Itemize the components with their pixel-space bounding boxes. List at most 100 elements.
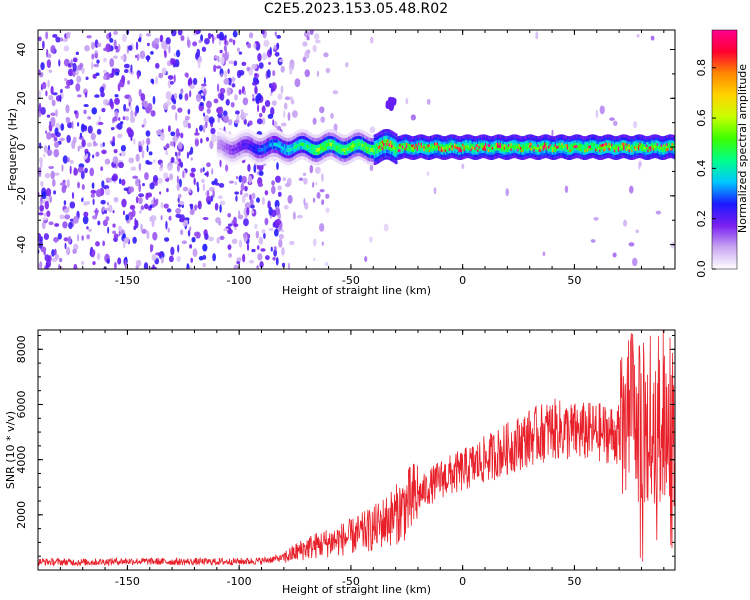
heatmap-cell	[115, 48, 120, 53]
heatmap-cell	[399, 151, 402, 155]
heatmap-cell	[218, 182, 225, 188]
heatmap-cell	[415, 145, 418, 149]
heatmap-cell	[301, 149, 304, 153]
heatmap-cell	[277, 93, 283, 100]
heatmap-cell	[638, 160, 642, 167]
heatmap-cell	[348, 136, 351, 140]
heatmap-cell	[289, 67, 293, 75]
heatmap-cell	[651, 147, 654, 151]
heatmap-cell	[615, 154, 618, 158]
heatmap-cell	[621, 147, 625, 151]
heatmap-cell	[251, 148, 255, 152]
heatmap-cell	[102, 240, 106, 247]
heatmap-cell	[435, 149, 438, 153]
heatmap-cell	[346, 154, 350, 158]
heatmap-cell	[332, 139, 335, 144]
heatmap-cell	[573, 152, 576, 156]
heatmap-cell	[519, 143, 523, 148]
heatmap-cell	[168, 125, 171, 133]
heatmap-cell	[540, 148, 543, 152]
heatmap-cell	[383, 132, 386, 136]
heatmap-cell	[100, 199, 106, 205]
heatmap-cell	[664, 135, 668, 139]
heatmap-cell	[243, 112, 249, 117]
heatmap-cell	[503, 156, 507, 160]
heatmap-cell	[601, 153, 605, 157]
heatmap-cell	[407, 135, 410, 139]
heatmap-cell	[286, 158, 289, 162]
heatmap-cell	[568, 156, 571, 160]
heatmap-cell	[321, 173, 324, 182]
heatmap-cell	[62, 179, 66, 184]
heatmap-cell	[384, 135, 387, 140]
heatmap-cell	[514, 152, 517, 156]
heatmap-cell	[546, 152, 550, 156]
heatmap-cell	[286, 162, 289, 166]
heatmap-cell	[560, 134, 563, 138]
heatmap-cell	[578, 135, 582, 139]
heatmap-cell	[202, 216, 209, 221]
heatmap-cell	[517, 153, 520, 157]
heatmap-cell	[328, 135, 331, 140]
heatmap-cell	[251, 248, 256, 253]
heatmap-cell	[393, 143, 397, 147]
heatmap-cell	[297, 150, 300, 154]
heatmap-cell	[253, 139, 256, 143]
heatmap-cell	[672, 155, 675, 159]
heatmap-cell	[231, 145, 234, 149]
heatmap-cell	[509, 148, 512, 152]
heatmap-cell	[533, 145, 536, 149]
heatmap-cell	[474, 136, 477, 140]
heatmap-cell	[478, 137, 481, 142]
heatmap-cell	[489, 143, 492, 148]
heatmap-cell	[604, 142, 607, 146]
heatmap-cell	[521, 136, 524, 140]
heatmap-cell	[330, 139, 334, 143]
heatmap-cell	[268, 61, 272, 65]
heatmap-cell	[434, 134, 437, 138]
heatmap-cell	[550, 138, 554, 142]
heatmap-cell	[593, 216, 599, 221]
heatmap-cell	[316, 162, 319, 166]
heatmap-cell	[293, 146, 296, 150]
heatmap-cell	[298, 139, 302, 143]
heatmap-cell	[648, 151, 652, 155]
heatmap-cell	[503, 138, 507, 142]
heatmap-cell	[157, 252, 163, 257]
heatmap-cell	[617, 148, 621, 152]
heatmap-cell	[588, 137, 591, 141]
heatmap-cell	[160, 202, 164, 209]
heatmap-cell	[409, 143, 413, 147]
heatmap-y-tick-label: -40	[15, 236, 28, 254]
heatmap-cell	[379, 158, 382, 162]
heatmap-cell	[607, 147, 610, 151]
heatmap-cell	[112, 156, 119, 164]
heatmap-cell	[491, 143, 495, 147]
heatmap-cell	[585, 146, 588, 150]
heatmap-cell	[324, 261, 329, 267]
heatmap-cell	[438, 139, 441, 144]
heatmap-cell	[609, 145, 613, 149]
heatmap-cell	[163, 172, 169, 180]
heatmap-cell	[186, 263, 190, 269]
heatmap-cell	[568, 146, 571, 150]
heatmap-cell	[271, 139, 275, 143]
heatmap-cell	[314, 151, 318, 156]
heatmap-cell	[542, 144, 546, 149]
heatmap-cell	[505, 141, 508, 145]
heatmap-cell	[397, 148, 401, 153]
heatmap-cell	[529, 149, 532, 153]
heatmap-cell	[450, 154, 453, 159]
heatmap-cell	[462, 140, 465, 144]
heatmap-cell	[90, 193, 96, 198]
heatmap-cell	[388, 143, 391, 147]
heatmap-cell	[328, 156, 331, 160]
heatmap-cell	[636, 134, 639, 138]
heatmap-cell	[599, 151, 602, 155]
heatmap-cell	[156, 177, 163, 184]
heatmap-cell	[639, 134, 642, 138]
heatmap-cell	[269, 147, 272, 151]
heatmap-cell	[506, 149, 509, 153]
heatmap-cell	[170, 246, 175, 256]
heatmap-cell	[180, 132, 184, 139]
